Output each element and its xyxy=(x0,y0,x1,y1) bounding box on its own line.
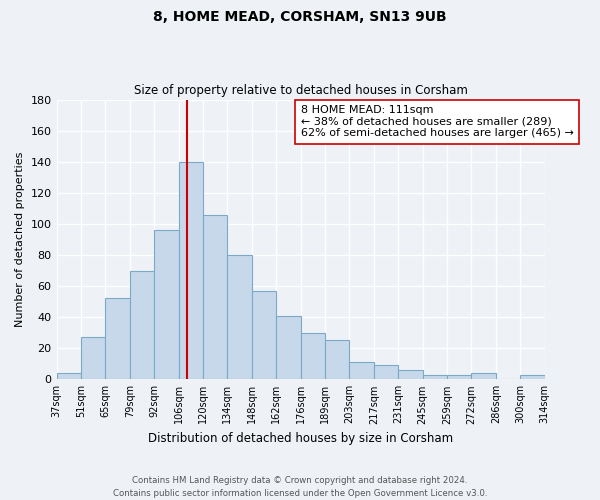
Bar xyxy=(349,362,374,380)
Bar xyxy=(56,373,81,380)
Bar xyxy=(252,290,276,380)
Bar xyxy=(154,230,179,380)
Bar xyxy=(398,370,422,380)
Bar xyxy=(472,373,496,380)
Bar xyxy=(227,255,252,380)
Title: Size of property relative to detached houses in Corsham: Size of property relative to detached ho… xyxy=(134,84,467,97)
Bar xyxy=(179,162,203,380)
Text: Contains HM Land Registry data © Crown copyright and database right 2024.
Contai: Contains HM Land Registry data © Crown c… xyxy=(113,476,487,498)
Text: 8, HOME MEAD, CORSHAM, SN13 9UB: 8, HOME MEAD, CORSHAM, SN13 9UB xyxy=(153,10,447,24)
Bar xyxy=(447,374,472,380)
Bar xyxy=(106,298,130,380)
Bar xyxy=(276,316,301,380)
Text: 8 HOME MEAD: 111sqm
← 38% of detached houses are smaller (289)
62% of semi-detac: 8 HOME MEAD: 111sqm ← 38% of detached ho… xyxy=(301,105,574,138)
Bar xyxy=(301,332,325,380)
Bar xyxy=(130,270,154,380)
X-axis label: Distribution of detached houses by size in Corsham: Distribution of detached houses by size … xyxy=(148,432,453,445)
Bar xyxy=(203,214,227,380)
Bar xyxy=(325,340,349,380)
Bar xyxy=(81,338,106,380)
Bar xyxy=(520,374,545,380)
Bar xyxy=(422,374,447,380)
Y-axis label: Number of detached properties: Number of detached properties xyxy=(15,152,25,327)
Bar xyxy=(374,366,398,380)
